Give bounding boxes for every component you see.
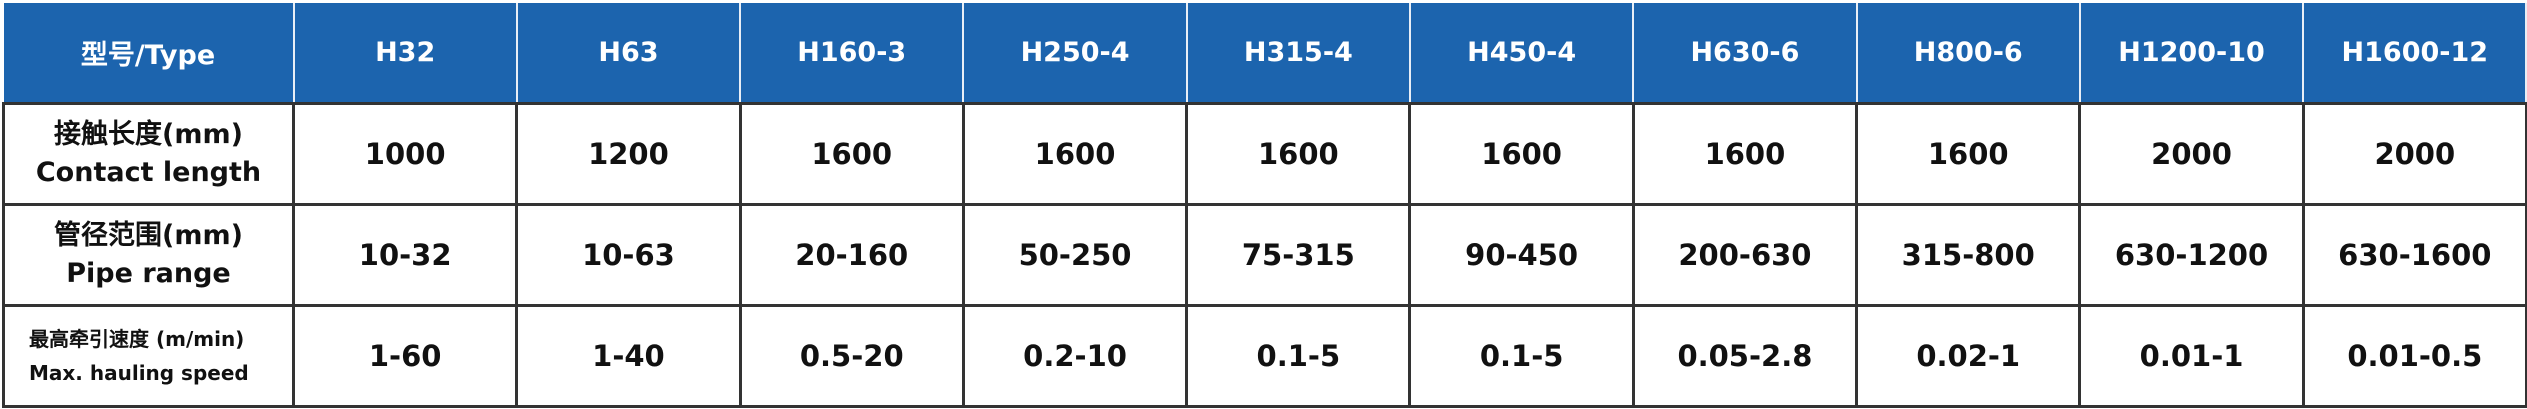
model-header: H63 bbox=[515, 3, 742, 104]
table-cell: 0.5-20 bbox=[738, 304, 965, 408]
table-cell: 630-1200 bbox=[2078, 203, 2305, 307]
table-cell: 1200 bbox=[515, 102, 742, 206]
table-cell: 200-630 bbox=[1631, 203, 1859, 307]
model-header: H1600-12 bbox=[2302, 3, 2527, 104]
spec-table: 型号/Type H32 H63 H160-3 H250-4 H315-4 H450-4 H6… bbox=[2, 3, 2527, 408]
row-label-en: Contact length bbox=[35, 157, 262, 188]
table-cell: 0.05-2.8 bbox=[1631, 304, 1859, 408]
table-cell: 0.2-10 bbox=[961, 304, 1189, 408]
table-cell: 1600 bbox=[961, 102, 1189, 206]
model-header: H450-4 bbox=[1408, 3, 1635, 104]
row-label-cn: 接触长度(mm) bbox=[54, 119, 243, 150]
row-label-cn: 最高牵引速度 (m/min) bbox=[29, 327, 245, 351]
row-label-cn: 管径范围(mm) bbox=[54, 220, 243, 251]
table-row: 接触长度(mm) Contact length 1000 1200 1600 1600 16… bbox=[2, 102, 2527, 206]
table-cell: 630-1600 bbox=[2301, 203, 2527, 307]
table-cell: 1-40 bbox=[515, 304, 742, 408]
row-label: 最高牵引速度 (m/min) Max. hauling speed bbox=[2, 304, 295, 408]
table-cell: 1600 bbox=[1408, 102, 1635, 206]
table-cell: 10-63 bbox=[515, 203, 742, 307]
table-cell: 1000 bbox=[291, 102, 519, 206]
type-header: 型号/Type bbox=[3, 3, 295, 104]
row-label-en: Max. hauling speed bbox=[29, 361, 249, 385]
table-cell: 0.01-1 bbox=[2078, 304, 2305, 408]
table-row: 最高牵引速度 (m/min) Max. hauling speed 1-60 1-40… bbox=[2, 304, 2527, 408]
table-row: 管径范围(mm) Pipe range 10-32 10-63 20-160 50-250… bbox=[2, 203, 2527, 307]
table-cell: 1600 bbox=[738, 102, 965, 206]
model-header: H315-4 bbox=[1185, 3, 1411, 104]
table-cell: 1600 bbox=[1855, 102, 2082, 206]
table-cell: 50-250 bbox=[961, 203, 1189, 307]
row-label-en: Pipe range bbox=[66, 258, 231, 289]
table-cell: 1-60 bbox=[291, 304, 519, 408]
table-cell: 0.02-1 bbox=[1855, 304, 2082, 408]
model-header: H800-6 bbox=[1855, 3, 2081, 104]
table-cell: 315-800 bbox=[1855, 203, 2082, 307]
row-label: 接触长度(mm) Contact length bbox=[2, 102, 295, 206]
header-row: 型号/Type H32 H63 H160-3 H250-4 H315-4 H450-4 H6… bbox=[3, 3, 2527, 104]
model-header: H1200-10 bbox=[2078, 3, 2305, 104]
table-cell: 0.1-5 bbox=[1185, 304, 1412, 408]
table-cell: 2000 bbox=[2078, 102, 2305, 206]
table-cell: 2000 bbox=[2301, 102, 2527, 206]
table-cell: 10-32 bbox=[291, 203, 519, 307]
table-cell: 1600 bbox=[1185, 102, 1412, 206]
table-cell: 1600 bbox=[1631, 102, 1859, 206]
table-cell: 0.1-5 bbox=[1408, 304, 1635, 408]
model-header: H630-6 bbox=[1632, 3, 1858, 104]
model-header: H160-3 bbox=[739, 3, 965, 104]
model-header: H32 bbox=[292, 3, 518, 104]
table-cell: 0.01-0.5 bbox=[2301, 304, 2527, 408]
model-header: H250-4 bbox=[962, 3, 1188, 104]
table-cell: 20-160 bbox=[738, 203, 965, 307]
table-cell: 75-315 bbox=[1185, 203, 1412, 307]
row-label: 管径范围(mm) Pipe range bbox=[2, 203, 295, 307]
table-cell: 90-450 bbox=[1408, 203, 1635, 307]
